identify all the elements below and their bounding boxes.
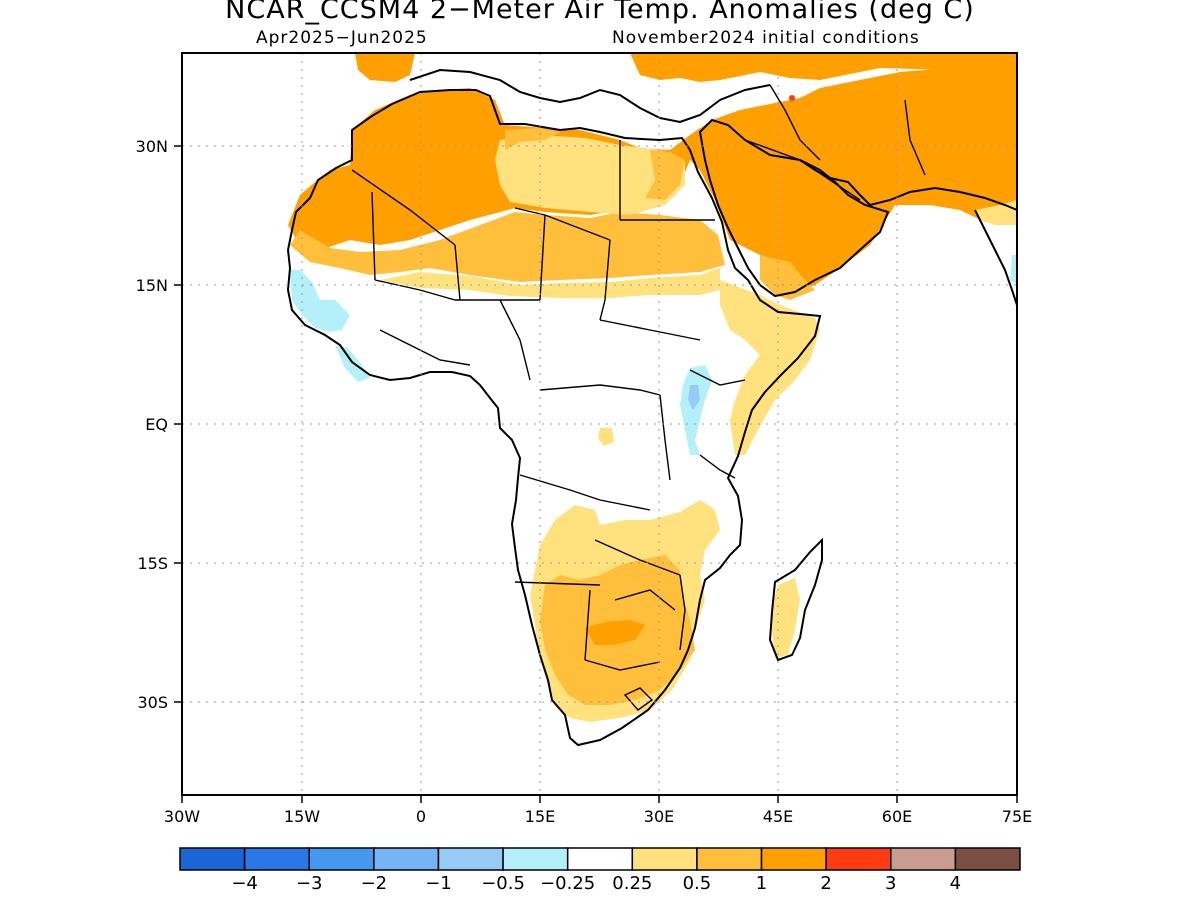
lon-label: 15E [525,807,555,826]
lon-label: 60E [882,807,912,826]
lat-label: EQ [145,415,168,434]
border-sahel-south [374,279,456,301]
border-angola-namibia [514,581,601,586]
border-nigeria-cameroon [499,299,531,381]
colorbar-label: 0.25 [612,873,652,894]
mediterranean-north-coast [409,68,771,124]
border-drc-angola [519,474,651,511]
iraq-very-strong-warm [789,95,795,101]
border-car-drc [539,384,661,396]
colorbar: −4 −3 −2 −1 −0.5 −0.25 0.25 0.5 1 2 3 4 [179,847,1021,894]
colorbar-swatch [243,847,310,871]
africa-coastline [286,89,822,747]
sahara-moderate-warm [290,212,725,282]
colorbar-swatch [825,847,892,871]
colorbar-swatch [890,847,957,871]
colorbar-label: −4 [231,873,258,894]
colorbar-swatch [696,847,763,871]
lat-label: 15S [137,554,168,573]
southern-africa-strong-warm [585,620,645,645]
colorbar-swatch [954,847,1021,871]
border-mali-niger [454,244,461,301]
colorbar-swatch [631,847,698,871]
eastern-europe-warm [630,53,1017,82]
initial-conditions: November2024 initial conditions [612,28,920,48]
madagascar-weak-warm [772,578,800,658]
libya-egypt-weak-warm [495,135,685,215]
longitude-labels: 30W 15W 0 15E 30E 45E 60E 75E [164,807,1032,826]
colorbar-swatch [308,847,375,871]
lon-label: 30E [644,807,674,826]
colorbar-label: 4 [950,873,961,894]
lat-label: 30S [137,693,168,712]
map-title: NCAR_CCSM4 2−Meter Air Temp. Anomalies (… [225,0,975,25]
colorbar-label: 0.5 [683,873,712,894]
europe-strip-warm [355,53,415,82]
colorbar-swatch [502,847,569,871]
border-mozambique [679,574,686,651]
india-coast [974,209,1017,306]
border-iraq-iran [769,84,821,161]
forecast-period: Apr2025−Jun2025 [256,28,428,48]
india-weak-cool [1010,255,1017,285]
lat-label: 15N [136,276,168,295]
colorbar-label: −3 [296,873,323,894]
east-africa-moderate-cool [688,385,700,410]
border-zambia-south [594,539,681,576]
colorbar-swatch [760,847,827,871]
lon-label: 45E [763,807,793,826]
colorbar-label: −0.25 [540,873,595,894]
border-ethiopia-kenya [689,369,746,386]
border-iran-afghanistan [904,99,926,176]
border-mauritania-mali [371,191,376,281]
colorbar-swatch [566,847,634,871]
madagascar-coastline [768,537,823,662]
country-borders [351,84,926,711]
libya-moderate-warm [505,128,560,150]
anomaly-fields [288,53,1017,722]
border-namibia-botswana [584,589,591,661]
iran-coast [869,186,1017,211]
lon-label: 30W [164,807,200,826]
colorbar-swatch [437,847,504,871]
colorbar-swatch [179,847,246,871]
lon-label: 15W [284,807,320,826]
lat-label: 30N [136,137,168,156]
border-west-coast-countries [379,329,471,366]
west-africa-weak-cool [290,270,350,332]
colorbar-label: 1 [756,873,767,894]
latitude-labels: 30N 15N EQ 15S 30S [136,137,168,712]
graticule [182,53,1017,795]
border-niger-chad [539,214,546,301]
colorbar-label: 2 [820,873,831,894]
colorbar-label: −0.5 [481,873,525,894]
east-africa-weak-cool [680,365,712,455]
border-chad-sudan [599,239,611,321]
border-zimbabwe [614,589,676,611]
colorbar-label: −1 [425,873,452,894]
border-botswana-south-africa [584,659,661,671]
lon-label: 75E [1002,807,1032,826]
central-africa-weak-warm [598,428,614,446]
border-drc-east [659,394,671,481]
colorbar-label: 3 [885,873,896,894]
border-lesotho [623,687,654,711]
tick-marks [174,145,1018,803]
arabia-coastline [698,118,890,298]
horn-weak-warm [720,280,820,455]
border-arabia-interior [744,139,861,201]
border-sudan-south-sudan [599,319,701,341]
egypt-moderate-warm [645,150,685,200]
lon-label: 0 [416,807,426,826]
border-algeria-mali [351,169,456,246]
sahel-weak-warm [380,268,720,298]
colorbar-swatch [373,847,440,871]
border-tanzania [699,454,736,479]
colorbar-label: −2 [361,873,388,894]
